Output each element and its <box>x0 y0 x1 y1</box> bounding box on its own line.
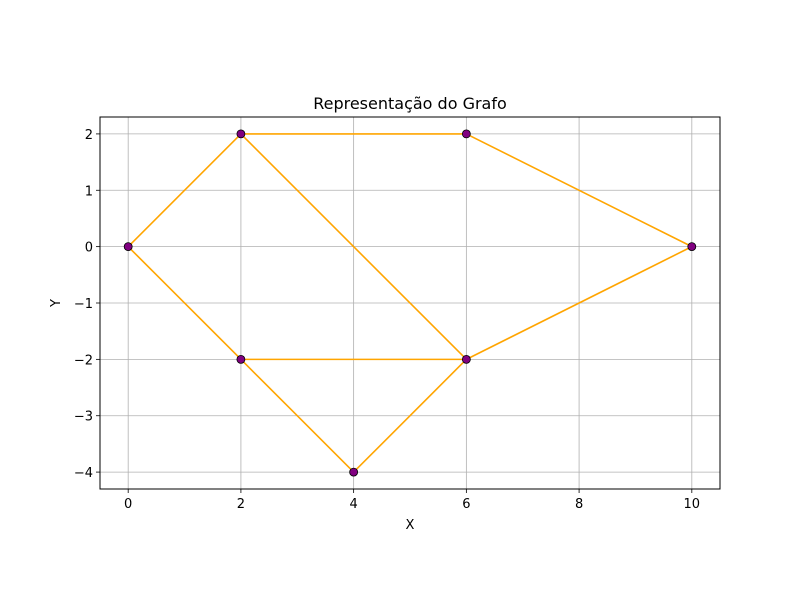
x-tick-label: 10 <box>684 497 701 512</box>
x-axis-label: X <box>406 518 415 533</box>
graph-node <box>461 354 471 364</box>
graph-edge <box>466 245 693 361</box>
y-tick-label: 1 <box>85 184 93 199</box>
y-tick-label: −4 <box>74 466 93 481</box>
x-tick-label: 0 <box>124 497 132 512</box>
graph-edge <box>240 133 467 360</box>
edges <box>127 133 693 473</box>
ticks: 0 2 4 6 8 10 −4 −3 −2 −1 0 1 2 <box>74 128 700 512</box>
x-tick-label: 8 <box>575 497 583 512</box>
graph-node <box>236 354 246 364</box>
nodes <box>123 129 697 477</box>
graph-node <box>687 242 697 252</box>
y-tick-label: 0 <box>85 241 93 256</box>
graph-edge <box>240 358 355 473</box>
graph-edge <box>353 358 467 473</box>
y-tick-label: −3 <box>74 410 93 425</box>
y-tick-label: −1 <box>74 297 93 312</box>
graph-node <box>349 467 359 477</box>
graph-node <box>236 129 246 139</box>
x-tick-label: 4 <box>349 497 357 512</box>
graph-edge <box>127 246 242 360</box>
x-tick-label: 2 <box>237 497 245 512</box>
graph-node <box>461 129 471 139</box>
graph-node <box>123 242 133 252</box>
y-axis-label: Y <box>49 299 64 308</box>
chart-title: Representação do Grafo <box>313 94 507 113</box>
x-tick-label: 6 <box>462 497 470 512</box>
y-tick-label: 2 <box>85 128 93 143</box>
y-tick-label: −2 <box>74 353 93 368</box>
graph-edge <box>466 133 693 248</box>
graph-edge <box>127 133 242 248</box>
